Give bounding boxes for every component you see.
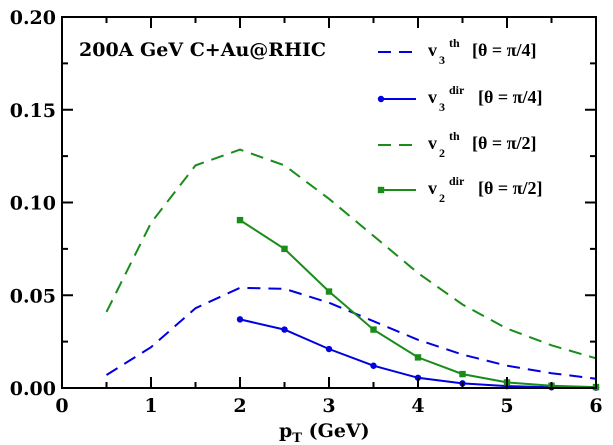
- x-axis-title-sub: T: [292, 431, 302, 445]
- tick-labels: 0 1 2 3 4 5 6 0.00 0.05 0.10 0.15 0.20: [10, 7, 603, 417]
- x-tick-label: 4: [411, 395, 424, 417]
- x-tick-label: 0: [55, 395, 68, 417]
- x-axis-title: pT (GeV): [279, 420, 370, 445]
- x-axis-title-main: p: [279, 420, 292, 442]
- chart-annotation: 200A GeV C+Au@RHIC: [79, 39, 326, 61]
- legend-label-2: v 3dir [θ = π/4]: [428, 83, 543, 114]
- x-axis-title-unit: (GeV): [302, 420, 370, 442]
- series-line-1: [105, 286, 597, 380]
- series-4-point: [414, 354, 422, 361]
- series-4-point: [325, 288, 333, 295]
- legend-marker-4: [377, 186, 385, 194]
- series-2-point: [325, 345, 333, 353]
- series-line-3: [105, 148, 597, 360]
- x-tick-label: 2: [233, 395, 246, 417]
- x-tick-label: 6: [589, 395, 602, 417]
- series-4-point: [459, 370, 466, 378]
- x-tick-label: 3: [322, 395, 335, 417]
- series-2-point: [236, 316, 244, 323]
- y-tick-label: 0.15: [10, 100, 56, 122]
- series-4-point: [236, 216, 244, 224]
- y-tick-label: 0.00: [10, 378, 56, 400]
- legend-label-1: v 3th [θ = π/4]: [428, 36, 537, 67]
- axis-ticks: [61, 16, 597, 389]
- x-tick-label: 5: [500, 395, 513, 417]
- y-tick-label: 0.05: [10, 285, 56, 307]
- series-4-point: [370, 326, 377, 333]
- y-tick-label: 0.10: [10, 193, 56, 215]
- legend-marker-2: [377, 95, 385, 103]
- series-2-point: [281, 326, 288, 333]
- legend: v 3th [θ = π/4] v 3dir [θ = π/4] v 2th [θ = π/2]…: [377, 36, 543, 205]
- legend-label-4: v 2dir [θ = π/2]: [428, 174, 543, 205]
- x-tick-label: 1: [144, 395, 157, 417]
- legend-label-3: v 2th [θ = π/2]: [428, 129, 537, 160]
- y-tick-label: 0.20: [10, 7, 56, 29]
- series-4-point: [281, 245, 288, 253]
- series-2-point: [370, 362, 377, 369]
